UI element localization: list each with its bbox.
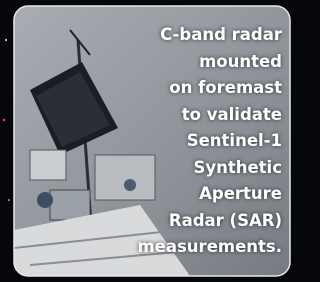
star xyxy=(3,119,5,121)
caption-line: C-band radar xyxy=(82,22,282,49)
caption-line: Radar (SAR) xyxy=(82,208,282,235)
caption-line: Sentinel-1 xyxy=(82,128,282,155)
caption-line: Aperture xyxy=(82,181,282,208)
caption-line: mounted xyxy=(82,49,282,76)
caption-line: on foremast xyxy=(82,75,282,102)
caption-line: measurements. xyxy=(82,234,282,261)
star xyxy=(8,199,10,201)
caption-line: to validate xyxy=(82,102,282,129)
caption-line: Synthetic xyxy=(82,155,282,182)
star xyxy=(5,39,7,41)
